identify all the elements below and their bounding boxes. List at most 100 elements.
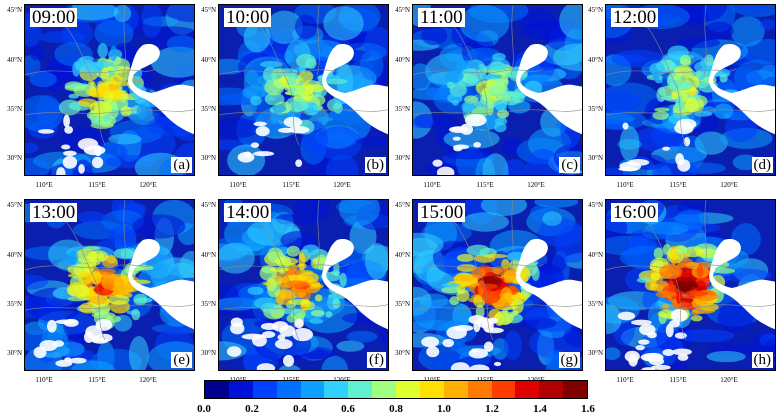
colorbar-segment [348,381,373,398]
lon-label: 120°E [720,376,738,384]
colorbar-tick-label: 1.0 [437,403,451,415]
lat-label: 40°N [395,56,410,64]
map-panel-3: 11:00 (c) [412,4,583,176]
lon-label: 120°E [527,181,545,189]
panel-letter: (b) [364,157,386,173]
colorbar [204,380,588,399]
panel-letter: (h) [751,352,773,368]
map-field [219,200,388,370]
map-image [24,4,195,176]
lat-label: 45°N [588,6,603,14]
colorbar-segment [419,381,444,398]
lat-label: 40°N [395,251,410,259]
colorbar-segment [228,381,253,398]
lon-label: 115°E [476,181,494,189]
lat-label: 40°N [201,251,216,259]
colorbar-tick-label: 0.2 [245,403,259,415]
colorbar-tick-label: 0.6 [341,403,355,415]
colorbar-segment [515,381,540,398]
lat-label: 45°N [201,6,216,14]
colorbar-segment [276,381,301,398]
time-label: 14:00 [224,202,272,223]
map-image [412,4,583,176]
colorbar-segment [252,381,277,398]
panel-letter: (c) [559,157,580,173]
lat-label: 40°N [588,56,603,64]
colorbar-tick-label: 1.4 [533,403,547,415]
lon-label: 115°E [669,181,687,189]
colorbar-tick-label: 0.0 [197,403,211,415]
lat-label: 35°N [588,300,603,308]
time-label: 15:00 [418,202,466,223]
lat-label: 35°N [395,300,410,308]
time-label: 09:00 [30,7,78,28]
lat-label: 30°N [395,349,410,357]
lat-label: 30°N [201,154,216,162]
lat-label: 45°N [201,201,216,209]
lon-label: 120°E [720,181,738,189]
map-panel-1: 09:00 (a) [24,4,195,176]
lat-label: 40°N [7,251,22,259]
map-field [606,5,775,175]
map-field [413,5,582,175]
lat-label: 45°N [395,201,410,209]
panel-letter: (e) [171,352,192,368]
time-label: 10:00 [224,7,272,28]
colorbar-segment [300,381,325,398]
colorbar-segment [491,381,516,398]
lon-label: 115°E [282,181,300,189]
lon-label: 110°E [35,376,53,384]
lat-label: 45°N [588,201,603,209]
time-label: 13:00 [30,202,78,223]
map-panel-6: 14:00 (f) [218,199,389,371]
colorbar-segment [324,381,349,398]
lat-label: 35°N [588,105,603,113]
lat-label: 35°N [7,300,22,308]
colorbar-segment [467,381,492,398]
lon-label: 110°E [616,376,634,384]
colorbar-tick-label: 0.4 [293,403,307,415]
lon-label: 115°E [669,376,687,384]
colorbar-segment [563,381,587,398]
lat-label: 40°N [201,56,216,64]
map-field [25,200,194,370]
map-panel-5: 13:00 (e) [24,199,195,371]
lat-label: 35°N [201,300,216,308]
lon-label: 110°E [423,181,441,189]
map-image [24,199,195,371]
panel-letter: (g) [558,352,580,368]
lon-label: 110°E [35,181,53,189]
map-field [606,200,775,370]
map-panel-2: 10:00 (b) [218,4,389,176]
lon-label: 110°E [616,181,634,189]
map-image [218,199,389,371]
panel-letter: (a) [171,157,192,173]
lat-label: 30°N [7,154,22,162]
map-panel-7: 15:00 (g) [412,199,583,371]
lon-label: 120°E [333,181,351,189]
lat-label: 35°N [395,105,410,113]
panel-letter: (f) [367,352,386,368]
colorbar-segment [539,381,564,398]
lat-label: 30°N [395,154,410,162]
lon-label: 115°E [88,376,106,384]
lat-label: 35°N [201,105,216,113]
colorbar-segment [396,381,420,398]
lat-label: 45°N [7,201,22,209]
map-field [25,5,194,175]
panel-letter: (d) [751,157,773,173]
lon-label: 110°E [229,181,247,189]
map-panel-4: 12:00 (d) [605,4,776,176]
map-field [413,200,582,370]
colorbar-tick-label: 0.8 [389,403,403,415]
lat-label: 40°N [588,251,603,259]
lon-label: 115°E [88,181,106,189]
colorbar-tick-label: 1.6 [581,403,595,415]
time-label: 16:00 [611,202,659,223]
lat-label: 30°N [588,154,603,162]
map-image [412,199,583,371]
colorbar-segment [372,381,396,398]
lat-label: 30°N [588,349,603,357]
lon-label: 120°E [139,376,157,384]
lat-label: 40°N [7,56,22,64]
